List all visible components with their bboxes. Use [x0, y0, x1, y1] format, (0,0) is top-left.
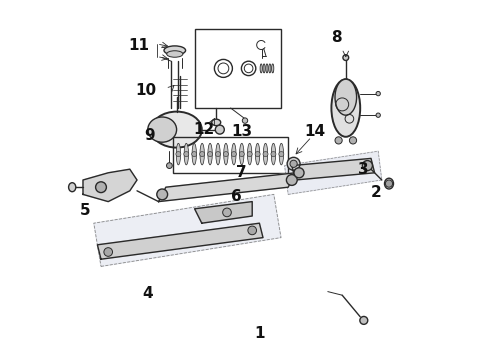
- Ellipse shape: [271, 143, 275, 165]
- Circle shape: [167, 163, 172, 168]
- Circle shape: [222, 208, 231, 217]
- Ellipse shape: [216, 143, 220, 165]
- Polygon shape: [159, 173, 295, 202]
- Ellipse shape: [331, 79, 360, 137]
- Ellipse shape: [212, 119, 220, 126]
- Circle shape: [349, 137, 357, 144]
- Circle shape: [247, 152, 252, 157]
- Polygon shape: [195, 202, 252, 223]
- Polygon shape: [285, 151, 382, 194]
- Text: 14: 14: [305, 124, 326, 139]
- Circle shape: [157, 189, 168, 200]
- Ellipse shape: [260, 64, 262, 73]
- Circle shape: [239, 152, 245, 157]
- Circle shape: [216, 152, 220, 157]
- Circle shape: [248, 226, 257, 235]
- Ellipse shape: [360, 316, 368, 324]
- Circle shape: [294, 168, 304, 178]
- Ellipse shape: [385, 178, 393, 189]
- Ellipse shape: [269, 64, 271, 73]
- Circle shape: [255, 152, 260, 157]
- Ellipse shape: [376, 91, 380, 96]
- Ellipse shape: [200, 143, 204, 165]
- Ellipse shape: [255, 143, 260, 165]
- Ellipse shape: [271, 64, 274, 73]
- Ellipse shape: [266, 64, 268, 73]
- Circle shape: [223, 152, 228, 157]
- Text: 4: 4: [143, 286, 153, 301]
- Text: 9: 9: [144, 127, 155, 143]
- Circle shape: [286, 175, 297, 185]
- Ellipse shape: [335, 79, 357, 115]
- Circle shape: [271, 152, 276, 157]
- Ellipse shape: [151, 112, 202, 148]
- Text: 6: 6: [231, 189, 242, 204]
- Ellipse shape: [148, 117, 176, 142]
- Polygon shape: [98, 223, 263, 259]
- Bar: [195, 29, 281, 108]
- Ellipse shape: [164, 46, 186, 55]
- Ellipse shape: [343, 55, 349, 60]
- Circle shape: [208, 152, 213, 157]
- Ellipse shape: [240, 143, 244, 165]
- Text: 2: 2: [371, 185, 382, 200]
- Ellipse shape: [192, 143, 196, 165]
- Circle shape: [263, 152, 268, 157]
- Text: 3: 3: [359, 162, 369, 177]
- Circle shape: [386, 180, 392, 187]
- Circle shape: [104, 248, 113, 256]
- Ellipse shape: [167, 51, 183, 57]
- Text: 7: 7: [236, 165, 246, 180]
- Circle shape: [335, 137, 342, 144]
- Ellipse shape: [232, 143, 236, 165]
- Text: 12: 12: [193, 122, 214, 137]
- Ellipse shape: [224, 143, 228, 165]
- Text: 5: 5: [79, 203, 90, 218]
- Text: 10: 10: [135, 82, 157, 98]
- Text: 1: 1: [254, 325, 265, 341]
- Ellipse shape: [247, 143, 252, 165]
- Circle shape: [199, 152, 205, 157]
- Circle shape: [231, 152, 236, 157]
- Circle shape: [96, 182, 106, 193]
- Bar: [173, 137, 288, 173]
- Ellipse shape: [263, 64, 265, 73]
- Ellipse shape: [376, 113, 380, 117]
- Circle shape: [290, 160, 297, 167]
- Polygon shape: [94, 194, 281, 266]
- Ellipse shape: [208, 143, 212, 165]
- Circle shape: [279, 152, 284, 157]
- Ellipse shape: [176, 143, 180, 165]
- Circle shape: [287, 157, 300, 170]
- Circle shape: [176, 152, 181, 157]
- Circle shape: [363, 161, 372, 171]
- Text: 11: 11: [128, 37, 149, 53]
- Text: 8: 8: [332, 30, 342, 45]
- Ellipse shape: [184, 143, 189, 165]
- Polygon shape: [292, 158, 374, 180]
- Circle shape: [184, 152, 189, 157]
- Circle shape: [192, 152, 197, 157]
- Ellipse shape: [242, 118, 248, 123]
- Ellipse shape: [263, 143, 268, 165]
- Text: 13: 13: [231, 124, 252, 139]
- Polygon shape: [83, 169, 137, 202]
- Ellipse shape: [69, 183, 76, 192]
- Ellipse shape: [279, 143, 284, 165]
- Ellipse shape: [215, 125, 224, 134]
